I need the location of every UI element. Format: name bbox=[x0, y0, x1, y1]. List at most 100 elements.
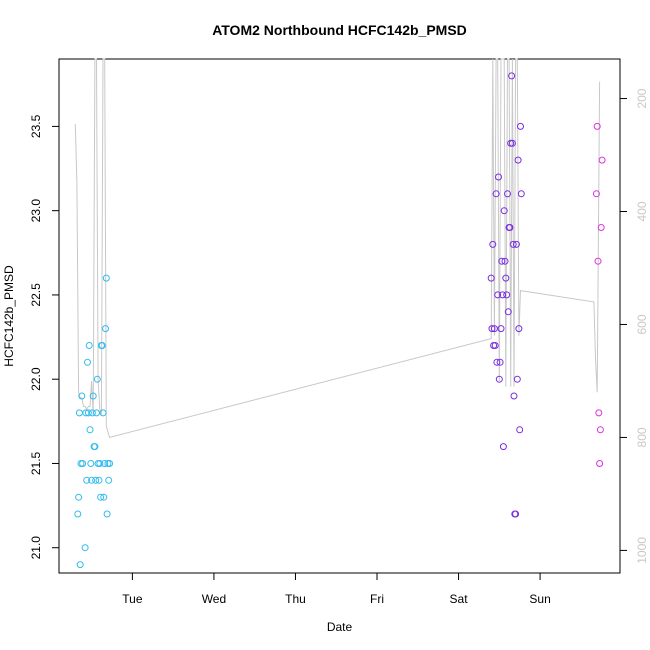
data-point bbox=[75, 493, 83, 501]
x-tick-label: Sat bbox=[450, 592, 469, 606]
y-tick-label: 23.0 bbox=[29, 199, 43, 223]
data-point bbox=[86, 426, 94, 434]
data-point bbox=[504, 308, 512, 316]
right-y-tick-label: 400 bbox=[635, 201, 649, 221]
data-point bbox=[101, 460, 109, 467]
data-point bbox=[98, 342, 106, 349]
data-point bbox=[488, 325, 496, 333]
data-point bbox=[506, 224, 514, 231]
y-tick-label: 22.0 bbox=[29, 367, 43, 391]
data-point bbox=[96, 460, 104, 467]
y-tick-label: 21.0 bbox=[29, 536, 43, 560]
data-point bbox=[102, 274, 110, 282]
altitude-trace bbox=[74, 58, 601, 439]
data-point bbox=[105, 476, 113, 484]
right-y-axis: 200 400 600 800 1000 bbox=[619, 88, 649, 564]
data-point bbox=[83, 476, 91, 484]
right-y-tick-label: 800 bbox=[635, 427, 649, 447]
data-point bbox=[102, 325, 109, 333]
data-point bbox=[502, 274, 510, 282]
data-point bbox=[510, 392, 518, 400]
data-point bbox=[88, 409, 96, 417]
right-y-tick-label: 200 bbox=[635, 88, 649, 108]
altitude-line bbox=[74, 58, 601, 439]
data-point bbox=[89, 392, 97, 400]
data-point bbox=[500, 207, 508, 215]
data-point bbox=[513, 375, 521, 383]
y-tick-label: 21.5 bbox=[29, 451, 43, 475]
data-point bbox=[517, 190, 525, 198]
data-point bbox=[79, 460, 87, 467]
data-point bbox=[512, 510, 520, 518]
data-point bbox=[106, 460, 114, 467]
right-y-tick-label: 600 bbox=[635, 314, 649, 334]
data-point bbox=[85, 342, 93, 349]
data-point bbox=[497, 325, 505, 333]
x-tick-label: Sun bbox=[529, 592, 550, 606]
data-point bbox=[99, 409, 107, 417]
data-point bbox=[495, 173, 502, 181]
data-point bbox=[598, 156, 606, 164]
data-point bbox=[596, 426, 604, 434]
data-point bbox=[592, 190, 600, 198]
data-point bbox=[499, 443, 507, 451]
data-point bbox=[516, 426, 524, 434]
data-point bbox=[495, 375, 503, 383]
y-axis-label: HCFC142b_PMSD bbox=[2, 265, 16, 367]
data-point bbox=[97, 493, 105, 501]
data-point bbox=[498, 257, 506, 265]
data-point bbox=[490, 325, 498, 333]
x-tick-label: Wed bbox=[202, 592, 226, 606]
x-tick-label: Thu bbox=[285, 592, 306, 606]
data-point bbox=[595, 409, 603, 417]
data-point bbox=[593, 122, 601, 130]
data-point bbox=[491, 342, 499, 349]
data-point bbox=[501, 257, 509, 265]
plot-frame bbox=[58, 58, 621, 574]
data-point bbox=[493, 358, 501, 366]
data-point bbox=[508, 139, 516, 147]
x-axis-label: Date bbox=[327, 620, 353, 634]
data-point bbox=[92, 476, 100, 484]
data-point bbox=[489, 240, 497, 248]
data-point bbox=[504, 190, 511, 198]
y-axis: 21.0 21.5 22.0 22.5 23.0 23.5 bbox=[29, 114, 60, 560]
data-point bbox=[509, 240, 517, 248]
data-point bbox=[81, 544, 89, 552]
y-tick-label: 22.5 bbox=[29, 283, 43, 307]
data-point bbox=[594, 257, 602, 265]
data-point bbox=[91, 443, 99, 451]
right-y-tick-label: 1000 bbox=[635, 537, 649, 564]
data-point bbox=[100, 493, 108, 501]
data-point bbox=[515, 325, 523, 333]
data-point bbox=[88, 476, 96, 484]
data-point bbox=[494, 291, 502, 299]
data-point bbox=[76, 561, 84, 569]
data-point bbox=[499, 291, 507, 299]
data-point bbox=[596, 460, 604, 467]
data-point bbox=[508, 72, 516, 80]
data-point bbox=[496, 358, 504, 366]
y-tick-label: 23.5 bbox=[29, 114, 43, 138]
x-tick-label: Fri bbox=[370, 592, 384, 606]
data-point bbox=[492, 190, 500, 198]
data-point bbox=[93, 409, 100, 417]
data-point bbox=[84, 409, 92, 417]
x-axis: Tue Wed Thu Fri Sat Sun bbox=[122, 572, 551, 606]
data-points bbox=[74, 72, 606, 569]
chart-title: ATOM2 Northbound HCFC142b_PMSD bbox=[212, 22, 467, 38]
data-point bbox=[597, 224, 605, 231]
data-point bbox=[517, 122, 524, 130]
data-point bbox=[512, 240, 520, 248]
data-point bbox=[103, 510, 111, 518]
data-point bbox=[75, 409, 83, 417]
data-point bbox=[514, 156, 522, 164]
data-point bbox=[78, 392, 86, 400]
data-point bbox=[84, 358, 91, 366]
data-point bbox=[487, 274, 495, 282]
data-point bbox=[503, 291, 511, 299]
data-point bbox=[74, 510, 82, 518]
data-point bbox=[95, 476, 103, 484]
data-point bbox=[87, 460, 95, 467]
